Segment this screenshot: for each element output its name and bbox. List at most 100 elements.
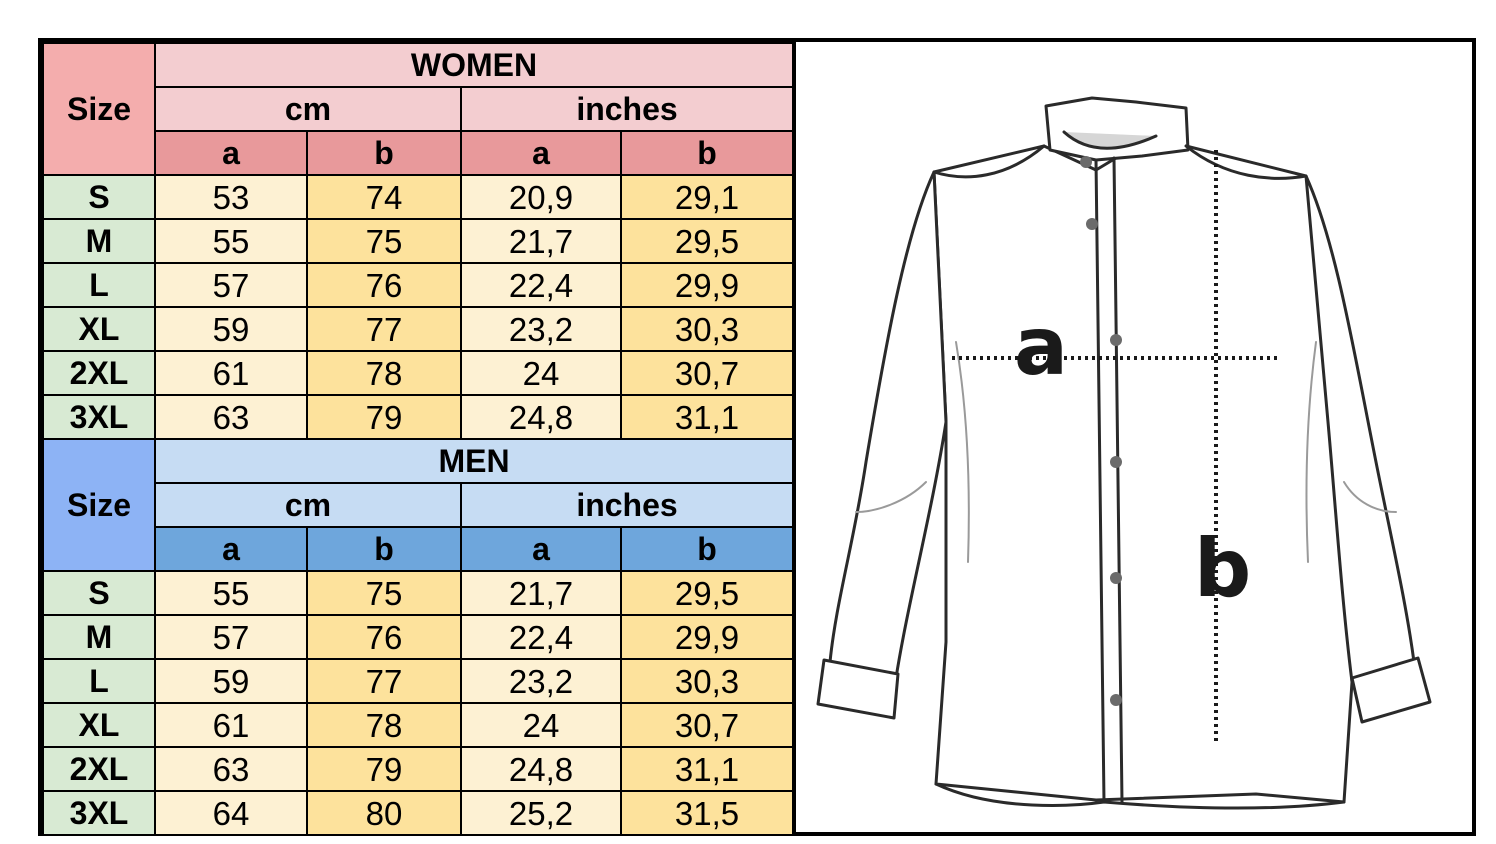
women-row: S 53 74 20,9 29,1 bbox=[42, 174, 795, 220]
men-value-cell: 64 bbox=[154, 790, 308, 836]
men-cm-header: cm bbox=[154, 482, 462, 528]
women-title: WOMEN bbox=[153, 42, 795, 88]
shirt-collar bbox=[1044, 96, 1190, 162]
men-section: Size MEN cm inches a b a b bbox=[42, 438, 795, 572]
women-row: XL 59 77 23,2 30,3 bbox=[42, 306, 795, 352]
size-chart-frame: Size WOMEN cm inches a b a b S 53 74 20,9 29… bbox=[38, 38, 1476, 836]
women-value-cell: 20,9 bbox=[460, 174, 622, 220]
shirt-buttons bbox=[1080, 156, 1122, 706]
women-inches-header: inches bbox=[459, 86, 795, 132]
men-value-cell: 29,9 bbox=[619, 614, 795, 660]
women-size-label: S bbox=[42, 174, 156, 220]
women-col-cm-b: b bbox=[306, 130, 462, 176]
men-value-cell: 78 bbox=[306, 702, 462, 748]
women-size-label: 3XL bbox=[42, 394, 156, 440]
women-size-header: Size bbox=[42, 42, 156, 176]
women-rows: S 53 74 20,9 29,1 M 55 75 21,7 29,5 L 57 76 22,4 29,9 X… bbox=[42, 174, 795, 440]
men-value-cell: 29,5 bbox=[619, 570, 795, 616]
men-value-cell: 59 bbox=[154, 658, 308, 704]
men-inches-header: inches bbox=[459, 482, 795, 528]
women-row: M 55 75 21,7 29,5 bbox=[42, 218, 795, 264]
women-value-cell: 24 bbox=[460, 350, 622, 396]
women-value-cell: 29,1 bbox=[619, 174, 795, 220]
men-value-cell: 25,2 bbox=[460, 790, 622, 836]
men-value-cell: 80 bbox=[306, 790, 462, 836]
men-row: XL 61 78 24 30,7 bbox=[42, 702, 795, 748]
label-a: a bbox=[1014, 300, 1068, 393]
men-size-label: 3XL bbox=[42, 790, 156, 836]
women-col-in-a: a bbox=[460, 130, 622, 176]
men-value-cell: 76 bbox=[306, 614, 462, 660]
women-value-cell: 31,1 bbox=[619, 394, 795, 440]
men-size-label: 2XL bbox=[42, 746, 156, 792]
women-value-cell: 74 bbox=[306, 174, 462, 220]
men-size-label: L bbox=[42, 658, 156, 704]
women-value-cell: 24,8 bbox=[460, 394, 622, 440]
men-row: M 57 76 22,4 29,9 bbox=[42, 614, 795, 660]
women-value-cell: 30,3 bbox=[619, 306, 795, 352]
men-value-cell: 55 bbox=[154, 570, 308, 616]
size-table: Size WOMEN cm inches a b a b S 53 74 20,9 29… bbox=[42, 42, 795, 836]
men-value-cell: 75 bbox=[306, 570, 462, 616]
women-size-label: M bbox=[42, 218, 156, 264]
women-value-cell: 79 bbox=[306, 394, 462, 440]
men-col-in-b: b bbox=[619, 526, 795, 572]
women-value-cell: 75 bbox=[306, 218, 462, 264]
shirt-diagram: a b bbox=[796, 42, 1472, 832]
women-value-cell: 29,5 bbox=[619, 218, 795, 264]
women-row: 2XL 61 78 24 30,7 bbox=[42, 350, 795, 396]
men-row: S 55 75 21,7 29,5 bbox=[42, 570, 795, 616]
men-value-cell: 31,1 bbox=[619, 746, 795, 792]
men-size-label: M bbox=[42, 614, 156, 660]
men-value-cell: 79 bbox=[306, 746, 462, 792]
men-value-cell: 63 bbox=[154, 746, 308, 792]
women-col-cm-a: a bbox=[154, 130, 308, 176]
shirt-illustration: a b bbox=[816, 96, 1432, 810]
men-value-cell: 23,2 bbox=[460, 658, 622, 704]
shirt-body bbox=[932, 144, 1354, 804]
shirt-left-cuff bbox=[816, 658, 900, 720]
men-value-cell: 24 bbox=[460, 702, 622, 748]
men-size-header: Size bbox=[42, 438, 156, 572]
women-value-cell: 53 bbox=[154, 174, 308, 220]
men-size-label: S bbox=[42, 570, 156, 616]
men-value-cell: 31,5 bbox=[619, 790, 795, 836]
men-row: 2XL 63 79 24,8 31,1 bbox=[42, 746, 795, 792]
women-value-cell: 76 bbox=[306, 262, 462, 308]
men-value-cell: 57 bbox=[154, 614, 308, 660]
men-value-cell: 21,7 bbox=[460, 570, 622, 616]
women-value-cell: 78 bbox=[306, 350, 462, 396]
men-col-cm-b: b bbox=[306, 526, 462, 572]
women-value-cell: 57 bbox=[154, 262, 308, 308]
women-size-label: 2XL bbox=[42, 350, 156, 396]
panel-divider bbox=[792, 42, 796, 832]
women-value-cell: 55 bbox=[154, 218, 308, 264]
men-value-cell: 77 bbox=[306, 658, 462, 704]
women-value-cell: 77 bbox=[306, 306, 462, 352]
women-value-cell: 23,2 bbox=[460, 306, 622, 352]
women-value-cell: 22,4 bbox=[460, 262, 622, 308]
women-size-label: XL bbox=[42, 306, 156, 352]
women-value-cell: 63 bbox=[154, 394, 308, 440]
men-title: MEN bbox=[153, 438, 795, 484]
women-size-label: L bbox=[42, 262, 156, 308]
women-section: Size WOMEN cm inches a b a b bbox=[42, 42, 795, 176]
label-b: b bbox=[1194, 522, 1251, 615]
men-value-cell: 22,4 bbox=[460, 614, 622, 660]
women-value-cell: 21,7 bbox=[460, 218, 622, 264]
shirt-left-sleeve bbox=[828, 170, 948, 680]
women-cm-header: cm bbox=[154, 86, 462, 132]
shirt-right-sleeve bbox=[1304, 174, 1416, 684]
men-rows: S 55 75 21,7 29,5 M 57 76 22,4 29,9 L 59 77 23,2 30,3 X… bbox=[42, 570, 795, 836]
men-row: 3XL 64 80 25,2 31,5 bbox=[42, 790, 795, 836]
men-value-cell: 61 bbox=[154, 702, 308, 748]
shirt-placket bbox=[1094, 158, 1106, 804]
men-value-cell: 24,8 bbox=[460, 746, 622, 792]
men-value-cell: 30,7 bbox=[619, 702, 795, 748]
men-size-label: XL bbox=[42, 702, 156, 748]
women-row: 3XL 63 79 24,8 31,1 bbox=[42, 394, 795, 440]
men-row: L 59 77 23,2 30,3 bbox=[42, 658, 795, 704]
women-col-in-b: b bbox=[619, 130, 795, 176]
women-value-cell: 59 bbox=[154, 306, 308, 352]
women-row: L 57 76 22,4 29,9 bbox=[42, 262, 795, 308]
